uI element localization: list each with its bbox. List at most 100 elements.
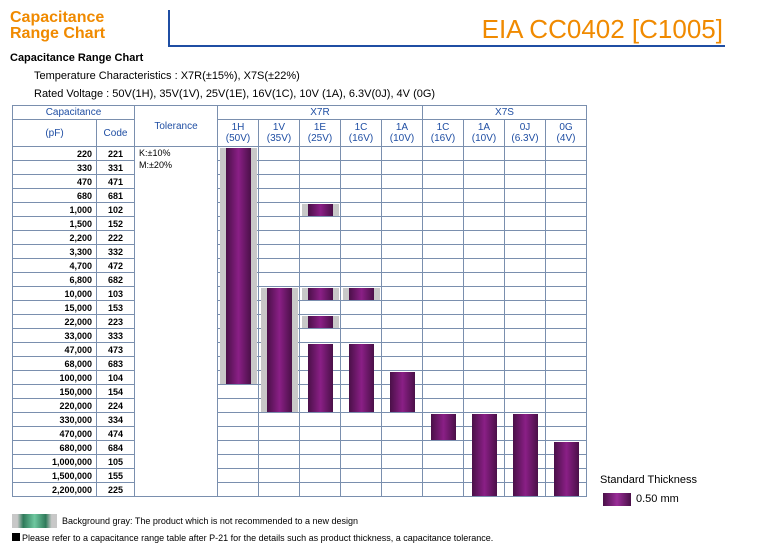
table-row: 33,000 333 [12,328,587,343]
range-cell [504,272,546,287]
legend-value: 0.50 mm [636,493,679,505]
capacitance-code: 222 [96,230,135,245]
range-cell [258,426,300,441]
table-row: 1,500 152 [12,216,587,231]
range-cell [422,272,464,287]
table-row: 22,000 223 [12,314,587,329]
capacitance-value: 470,000 [12,426,97,441]
range-cell [463,202,505,217]
capacitance-value: 47,000 [12,342,97,357]
capacitance-code: 224 [96,398,135,413]
header-divider-horizontal [168,45,725,47]
range-cell [463,258,505,273]
capacitance-code: 334 [96,412,135,427]
range-cell [217,412,259,427]
range-cell [381,342,423,357]
range-cell [381,468,423,483]
range-cell [381,482,423,497]
tolerance-k: K:±10% [139,148,171,158]
capacitance-code: 333 [96,328,135,343]
range-cell [299,146,341,161]
capacitance-value: 150,000 [12,384,97,399]
range-cell [463,146,505,161]
range-cell [463,342,505,357]
range-cell [381,258,423,273]
range-cell [258,146,300,161]
column-header-x7s-1a: 1A (10V) [463,119,505,147]
range-cell [504,314,546,329]
table-row: 3,300 332 [12,244,587,259]
table-row: 47,000 473 [12,342,587,357]
range-cell [463,244,505,259]
range-cell [381,440,423,455]
code-header: Code [96,119,135,147]
range-cell [545,188,587,203]
capacitance-value: 15,000 [12,300,97,315]
capacitance-value: 1,000,000 [12,454,97,469]
capacitance-code: 331 [96,160,135,175]
range-cell [504,188,546,203]
tolerance-m: M:±20% [139,160,172,170]
range-cell [545,342,587,357]
range-cell [504,370,546,385]
range-cell [340,174,382,189]
capacitance-value: 1,000 [12,202,97,217]
table-row: 330 331 [12,160,587,175]
capacitance-code: 684 [96,440,135,455]
range-cell [504,230,546,245]
availability-bar [307,343,333,412]
range-cell [381,356,423,371]
range-cell [463,216,505,231]
range-cell [258,244,300,259]
range-cell [504,160,546,175]
range-cell [381,160,423,175]
capacitance-value: 100,000 [12,370,97,385]
availability-bar [225,147,251,384]
range-cell [422,328,464,343]
capacitance-value: 33,000 [12,328,97,343]
range-cell [299,300,341,315]
capacitance-value: 470 [12,174,97,189]
range-cell [299,244,341,259]
capacitance-code: 221 [96,146,135,161]
range-cell [299,230,341,245]
gray-note: Background gray: The product which is no… [62,516,359,526]
availability-bar [389,371,415,412]
capacitance-value: 6,800 [12,272,97,287]
range-cell [422,216,464,231]
range-cell [299,188,341,203]
range-cell [340,202,382,217]
table-row: 1,000 102 [12,202,587,217]
availability-bar [307,287,333,300]
column-header-x7s-1c: 1C (16V) [422,119,464,147]
range-cell [545,370,587,385]
range-cell [340,160,382,175]
range-cell [381,454,423,469]
capacitance-code: 472 [96,258,135,273]
gray-swatch [12,514,57,528]
range-cell [381,146,423,161]
range-cell [258,188,300,203]
capacitance-value: 220 [12,146,97,161]
range-cell [217,440,259,455]
table-row: 680 681 [12,188,587,203]
column-header-x7s-0g: 0G (4V) [545,119,587,147]
refer-note: Please refer to a capacitance range tabl… [12,533,493,543]
range-cell [504,328,546,343]
capacitance-code: 474 [96,426,135,441]
range-cell [463,188,505,203]
range-cell [545,216,587,231]
range-cell [463,370,505,385]
table-row: 680,000 684 [12,440,587,455]
range-cell [258,272,300,287]
range-cell [258,174,300,189]
range-cell [463,160,505,175]
range-cell [463,174,505,189]
range-cell [504,202,546,217]
column-header-x7r-1h: 1H (50V) [217,119,259,147]
header-title: Capacitance Range Chart [10,9,106,42]
capacitance-code: 473 [96,342,135,357]
legend-swatch [603,493,631,506]
range-cell [340,412,382,427]
range-cell [463,272,505,287]
